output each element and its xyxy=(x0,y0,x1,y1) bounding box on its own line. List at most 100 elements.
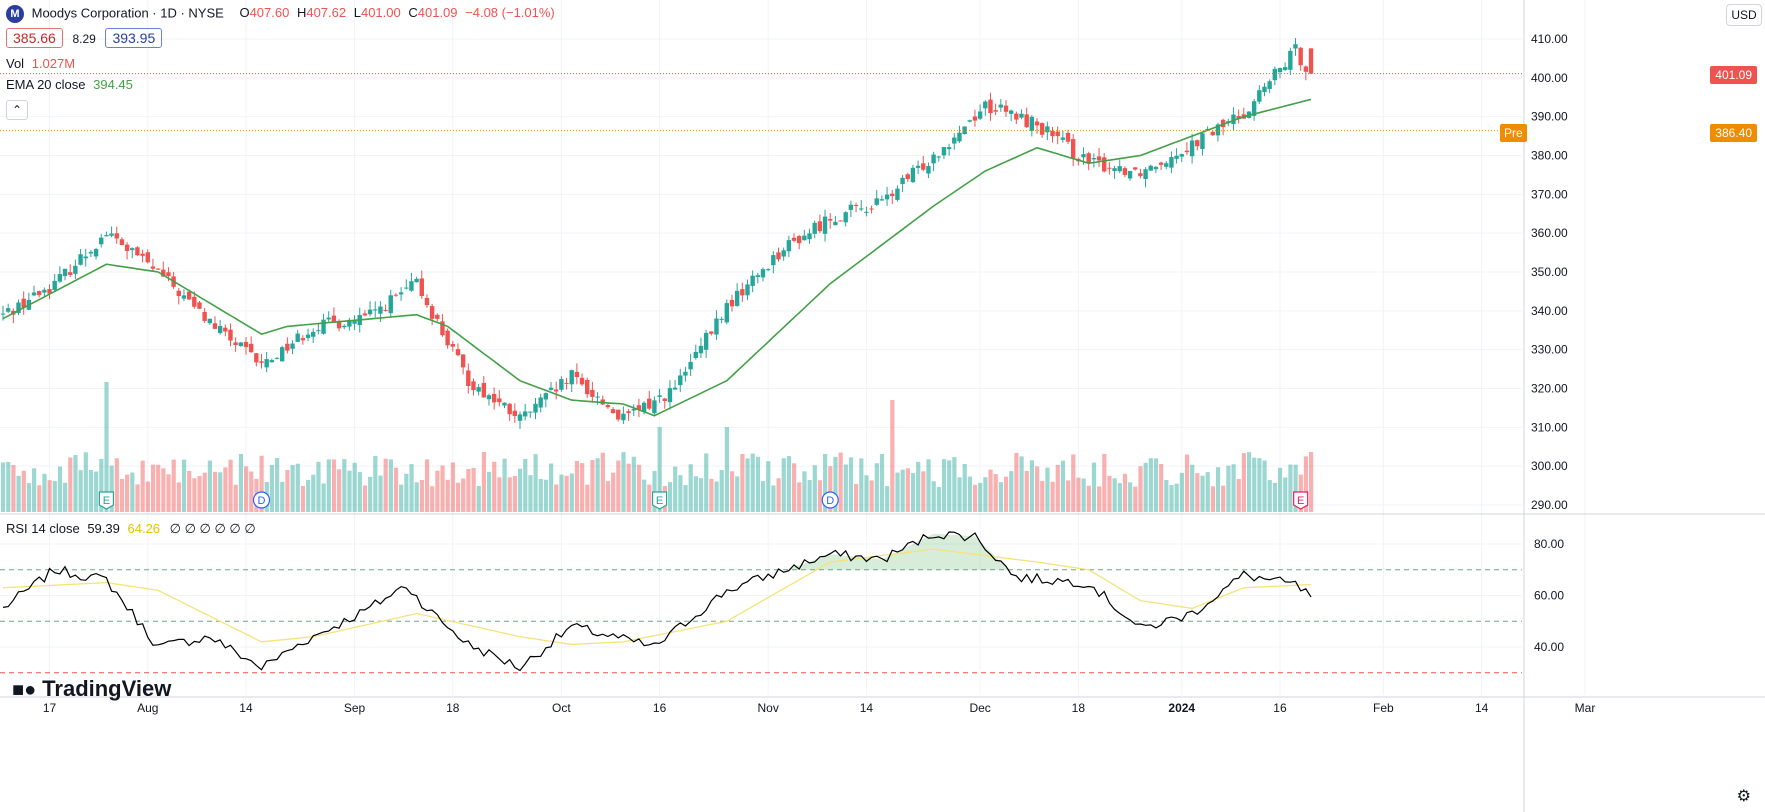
candle xyxy=(998,104,1004,108)
volume-bar xyxy=(419,479,424,512)
candle xyxy=(1138,173,1143,177)
candle xyxy=(243,341,249,348)
volume-bar xyxy=(11,465,16,512)
volume-bar xyxy=(357,472,362,512)
volume-bar xyxy=(1226,465,1231,512)
volume-bar xyxy=(1231,464,1236,512)
candle xyxy=(362,313,368,316)
candle xyxy=(336,321,342,329)
volume-bar xyxy=(740,453,745,512)
volume-bar xyxy=(885,486,890,512)
volume-bar xyxy=(1035,466,1040,512)
candle xyxy=(1122,168,1128,175)
volume-bar xyxy=(745,458,750,512)
currency-label[interactable]: USD xyxy=(1726,4,1762,26)
sell-price-button[interactable]: 385.66 xyxy=(6,28,63,48)
candle xyxy=(388,295,393,314)
ema-20-line xyxy=(2,98,1312,417)
candle xyxy=(569,370,574,385)
candle xyxy=(579,377,585,385)
bid-ask: 385.66 8.29 393.95 xyxy=(6,28,163,48)
volume-bar xyxy=(854,484,859,512)
volume-bar xyxy=(445,479,450,512)
volume-bar xyxy=(528,475,533,512)
volume-bar xyxy=(631,456,636,512)
candle xyxy=(1200,133,1205,150)
volume-bar xyxy=(166,474,171,512)
volume-bar xyxy=(538,478,543,512)
price-tick-label: 400.00 xyxy=(1531,71,1568,85)
earnings-marker xyxy=(98,491,114,510)
volume-bar xyxy=(802,471,807,512)
candle xyxy=(378,306,383,314)
price-axis: 410.00 400.00 390.00 380.00 370.00 360.00 350.… xyxy=(1531,32,1568,512)
candle xyxy=(1288,50,1293,70)
volume-bar xyxy=(910,473,916,512)
volume-bar xyxy=(1024,470,1029,512)
candle xyxy=(1308,48,1314,74)
volume-bar xyxy=(817,480,823,512)
volume-bar xyxy=(900,469,905,512)
candle xyxy=(946,147,952,150)
candle xyxy=(207,318,212,324)
candle xyxy=(750,275,755,286)
volume-bar xyxy=(455,482,461,512)
candle xyxy=(414,278,419,283)
volume-bar xyxy=(864,475,869,512)
candle xyxy=(73,265,78,274)
candle xyxy=(1065,132,1071,142)
volume-bar xyxy=(311,474,316,512)
volume-bar xyxy=(1246,452,1252,512)
volume-bar xyxy=(760,481,766,512)
candle xyxy=(238,342,244,347)
last-price-tag: 401.09 xyxy=(1710,66,1757,84)
volume-bar xyxy=(16,475,21,512)
volume-bar xyxy=(368,476,373,512)
candle xyxy=(910,167,916,183)
volume-bar xyxy=(724,427,729,512)
volume-bar xyxy=(435,470,440,512)
candle xyxy=(983,101,988,109)
candle xyxy=(316,330,321,332)
candle xyxy=(1107,167,1112,169)
candle xyxy=(802,235,807,241)
volume-bar xyxy=(450,462,455,512)
volume-bar xyxy=(1112,478,1117,512)
time-axis: 17 Aug 14 Sep 18 Oct 16 Nov 14 Dec 18 2024 16 Feb 14 Ma… xyxy=(43,701,1596,715)
candle xyxy=(1236,115,1241,119)
price-tick-label: 360.00 xyxy=(1531,226,1568,240)
candle xyxy=(610,409,616,413)
candle xyxy=(68,272,73,275)
candle xyxy=(1179,154,1184,157)
candle xyxy=(114,233,119,239)
volume-bar xyxy=(440,465,445,512)
candle xyxy=(957,132,962,142)
volume-bar xyxy=(523,458,528,512)
candle xyxy=(838,220,843,222)
volume-bar xyxy=(1241,453,1246,512)
volume-bar xyxy=(1122,473,1128,512)
volume-bar xyxy=(874,463,879,512)
volume-bar xyxy=(1076,477,1081,512)
symbol-title[interactable]: Moodys Corporation · 1D · NYSE xyxy=(31,5,224,21)
volume-bar xyxy=(414,482,419,512)
settings-gear-icon[interactable]: ⚙ xyxy=(1736,788,1751,805)
tradingview-logo[interactable]: ■● TradingView xyxy=(12,676,172,701)
volume-bar xyxy=(409,464,414,512)
candle xyxy=(31,292,37,296)
volume-bar xyxy=(145,481,150,512)
candle xyxy=(130,248,135,251)
volume-bar xyxy=(269,464,275,512)
buy-price-button[interactable]: 393.95 xyxy=(105,28,163,48)
candle xyxy=(373,309,378,311)
candle xyxy=(1070,139,1076,159)
volume-bar xyxy=(150,464,156,512)
volume-bar xyxy=(306,479,311,512)
volume-bar xyxy=(1309,452,1314,512)
candle xyxy=(476,387,481,392)
chevron-up-icon[interactable]: ⌃ xyxy=(6,100,28,120)
volume-bar xyxy=(698,478,704,512)
volume-bar xyxy=(21,470,26,512)
